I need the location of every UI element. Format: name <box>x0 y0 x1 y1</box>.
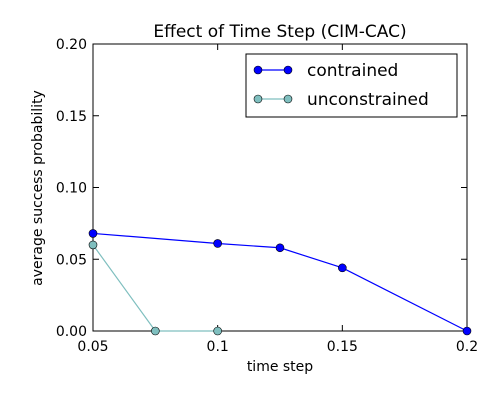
x-tick-label: 0.2 <box>456 339 478 355</box>
chart-title: Effect of Time Step (CIM-CAC) <box>153 22 406 42</box>
series-1-point <box>88 229 98 238</box>
y-tick-label: 0.15 <box>56 109 87 125</box>
x-tick-label: 0.1 <box>207 339 229 355</box>
series-2-point <box>213 326 222 336</box>
series-1-point <box>213 239 222 248</box>
legend-marker <box>253 94 263 104</box>
legend-label: unconstrained <box>307 90 429 110</box>
y-tick-label: 0.00 <box>56 324 87 340</box>
series-2-point <box>151 326 160 336</box>
legend-label: contrained <box>307 61 398 81</box>
legend-marker <box>253 65 263 75</box>
x-axis-label: time step <box>247 359 313 375</box>
y-axis-label: average success probability <box>30 90 46 286</box>
x-tick-label: 0.15 <box>327 339 358 355</box>
series-1-point <box>338 263 347 273</box>
x-tick-label: 0.05 <box>77 339 108 355</box>
y-tick-label: 0.05 <box>56 252 87 268</box>
series-1-point <box>275 243 285 253</box>
series-line-2 <box>92 244 218 332</box>
y-tick-label: 0.20 <box>56 37 87 53</box>
y-tick-label: 0.10 <box>56 181 87 197</box>
series-2-point <box>88 240 98 250</box>
series-1-point <box>462 326 472 336</box>
legend-marker <box>283 65 293 75</box>
legend-marker <box>283 94 293 104</box>
legend-box <box>245 53 458 118</box>
plot-area: 0.05 0.1 0.15 0.20.000.050.100.150.20 <box>56 37 478 355</box>
legend: contrained unconstrained <box>245 53 458 118</box>
